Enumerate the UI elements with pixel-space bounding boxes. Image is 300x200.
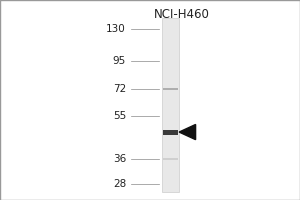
Polygon shape xyxy=(179,124,196,140)
Text: 55: 55 xyxy=(113,111,126,121)
Text: 36: 36 xyxy=(113,154,126,164)
Text: 95: 95 xyxy=(113,56,126,66)
Bar xyxy=(163,130,178,135)
Bar xyxy=(163,158,178,160)
Text: NCI-H460: NCI-H460 xyxy=(154,8,210,21)
Text: 28: 28 xyxy=(113,179,126,189)
Text: 72: 72 xyxy=(113,84,126,94)
Text: 130: 130 xyxy=(106,24,126,34)
Bar xyxy=(162,18,178,192)
Bar xyxy=(163,88,178,90)
